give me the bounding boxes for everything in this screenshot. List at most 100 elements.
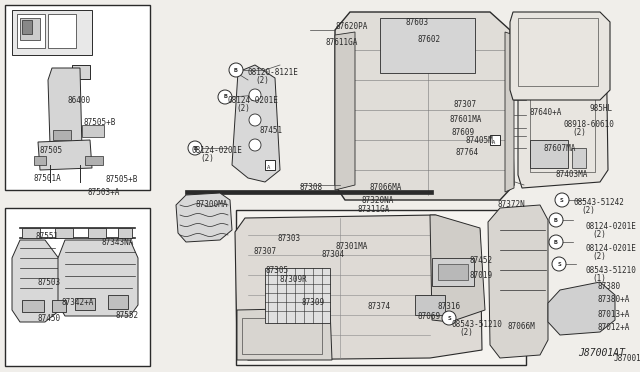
Circle shape: [442, 311, 456, 325]
Text: (1): (1): [592, 274, 606, 283]
Text: 87308: 87308: [300, 183, 323, 192]
Circle shape: [249, 114, 261, 126]
Text: 87307: 87307: [254, 247, 277, 256]
Circle shape: [229, 63, 243, 77]
Circle shape: [249, 139, 261, 151]
Polygon shape: [235, 215, 482, 360]
Bar: [75, 298, 95, 310]
Text: 87301MA: 87301MA: [335, 242, 367, 251]
Text: B: B: [554, 240, 558, 244]
Polygon shape: [488, 205, 548, 358]
Text: 87501A: 87501A: [34, 174, 61, 183]
Text: 08120-8121E: 08120-8121E: [248, 68, 299, 77]
Text: 87505+B: 87505+B: [83, 118, 115, 127]
Polygon shape: [176, 193, 232, 242]
Bar: [530, 32, 595, 172]
Polygon shape: [430, 215, 485, 322]
Text: S: S: [557, 262, 561, 266]
Text: 86400: 86400: [68, 96, 91, 105]
Text: 87012+A: 87012+A: [598, 323, 630, 332]
Text: (2): (2): [200, 154, 214, 163]
Bar: [185, 190, 433, 194]
Text: 87620PA: 87620PA: [335, 22, 367, 31]
Text: 87764: 87764: [456, 148, 479, 157]
Text: (2): (2): [255, 76, 269, 85]
Text: 08543-51210: 08543-51210: [452, 320, 503, 329]
Text: 87609: 87609: [451, 128, 474, 137]
Text: 87066MA: 87066MA: [370, 183, 403, 192]
Text: 87311GA: 87311GA: [358, 205, 390, 214]
Text: (2): (2): [592, 252, 606, 261]
Text: (2): (2): [581, 206, 595, 215]
Text: 87019: 87019: [470, 271, 493, 280]
Text: 87607MA: 87607MA: [543, 144, 575, 153]
Polygon shape: [237, 308, 332, 360]
Bar: [48, 14, 76, 48]
Polygon shape: [335, 12, 514, 200]
Text: (2): (2): [236, 104, 250, 113]
Bar: [53, 130, 71, 140]
Text: A: A: [492, 140, 495, 145]
Text: (2): (2): [459, 328, 473, 337]
Text: 87304: 87304: [322, 250, 345, 259]
Polygon shape: [38, 140, 92, 170]
Bar: [88, 228, 106, 238]
Polygon shape: [58, 240, 138, 316]
Bar: [5, 5, 150, 190]
Bar: [72, 65, 90, 79]
Text: 08124-0201E: 08124-0201E: [586, 222, 637, 231]
Text: 87505+B: 87505+B: [106, 175, 138, 184]
Polygon shape: [232, 65, 280, 182]
Text: 87013+A: 87013+A: [598, 310, 630, 319]
Polygon shape: [510, 12, 610, 100]
Bar: [55, 228, 73, 238]
Circle shape: [188, 141, 202, 155]
Circle shape: [249, 89, 261, 101]
Bar: [118, 228, 132, 238]
Text: B: B: [223, 94, 227, 99]
Text: 87309: 87309: [302, 298, 325, 307]
Text: S: S: [560, 198, 564, 202]
Text: 08918-60610: 08918-60610: [564, 120, 615, 129]
Text: 87380+A: 87380+A: [598, 295, 630, 304]
Bar: [22, 228, 40, 238]
Circle shape: [555, 193, 569, 207]
Text: 87342+A: 87342+A: [62, 298, 94, 307]
Bar: [572, 148, 586, 168]
Bar: [22, 20, 32, 34]
Text: 87069: 87069: [417, 312, 440, 321]
Text: 87503+A: 87503+A: [87, 188, 120, 197]
Text: 87603: 87603: [405, 18, 428, 27]
Bar: [236, 210, 526, 365]
Text: 87307: 87307: [453, 100, 476, 109]
Text: 87380: 87380: [598, 282, 621, 291]
Text: 87551: 87551: [36, 232, 59, 241]
Circle shape: [552, 257, 566, 271]
Bar: [5, 208, 150, 366]
Circle shape: [549, 235, 563, 249]
Text: 87403MA: 87403MA: [556, 170, 588, 179]
Text: 87300MA: 87300MA: [196, 200, 228, 209]
Polygon shape: [518, 20, 608, 188]
Bar: [380, 18, 475, 73]
Bar: [438, 264, 468, 280]
Polygon shape: [548, 282, 615, 335]
Text: B: B: [234, 67, 238, 73]
Bar: [17, 14, 45, 48]
Text: 87602: 87602: [418, 35, 441, 44]
Polygon shape: [48, 68, 82, 152]
Text: (2): (2): [572, 128, 586, 137]
Text: 87552: 87552: [115, 311, 138, 320]
Text: 87611GA: 87611GA: [325, 38, 357, 47]
Text: 87405M: 87405M: [465, 136, 493, 145]
Text: 87320NA: 87320NA: [361, 196, 394, 205]
Polygon shape: [12, 240, 60, 322]
Text: 87640+A: 87640+A: [530, 108, 563, 117]
Text: A: A: [267, 165, 270, 170]
Text: 87601MA: 87601MA: [449, 115, 481, 124]
Bar: [490, 135, 500, 145]
Bar: [432, 258, 474, 286]
Polygon shape: [505, 32, 514, 192]
Bar: [108, 295, 128, 309]
Circle shape: [218, 90, 232, 104]
